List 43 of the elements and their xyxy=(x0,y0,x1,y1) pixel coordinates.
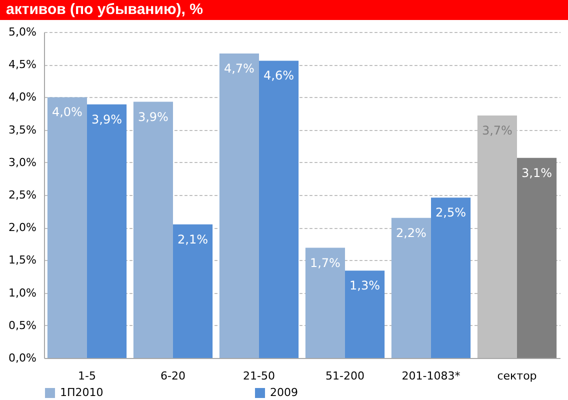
y-tick-label: 3,0% xyxy=(8,156,36,169)
data-label: 2,5% xyxy=(436,206,466,220)
data-label: 2,2% xyxy=(396,226,426,240)
data-label: 4,0% xyxy=(52,105,82,120)
chart-title: активов (по убыванию), % xyxy=(0,0,568,20)
y-tick-label: 1,5% xyxy=(8,254,36,267)
y-tick-label: 4,0% xyxy=(8,90,36,104)
x-tick-label: 51-200 xyxy=(326,370,364,382)
bar xyxy=(87,104,127,358)
x-tick-label: сектор xyxy=(497,370,537,382)
bar xyxy=(219,54,259,358)
data-label: 3,9% xyxy=(138,110,168,124)
data-label: 3,9% xyxy=(92,112,122,126)
data-label: 3,1% xyxy=(522,166,552,180)
bar xyxy=(305,248,345,358)
y-tick-label: 0,0% xyxy=(8,352,36,364)
y-tick-label: 0,5% xyxy=(8,318,36,332)
data-label: 3,7% xyxy=(482,123,512,138)
x-tick-label: 1-5 xyxy=(78,370,96,382)
y-tick-label: 1,0% xyxy=(8,286,36,300)
y-tick-label: 2,0% xyxy=(8,221,36,234)
y-tick-label: 4,5% xyxy=(8,58,36,72)
bar xyxy=(173,224,213,358)
bar xyxy=(345,270,385,358)
bar xyxy=(431,198,471,358)
bar xyxy=(47,97,87,358)
bar xyxy=(133,102,173,358)
x-tick-label: 201-1083* xyxy=(402,370,461,382)
y-tick-label: 2,5% xyxy=(8,188,36,202)
data-label: 4,6% xyxy=(264,68,294,83)
data-label: 4,7% xyxy=(224,62,254,76)
bar xyxy=(517,158,557,358)
data-label: 1,7% xyxy=(310,256,340,270)
legend-label: 2009 xyxy=(270,386,298,399)
data-label: 2,1% xyxy=(178,232,208,246)
y-tick-label: 5,0% xyxy=(8,26,36,38)
bar xyxy=(259,60,299,358)
y-tick-label: 3,5% xyxy=(8,123,36,136)
data-label: 1,3% xyxy=(350,278,380,293)
bar xyxy=(391,218,431,358)
legend-label: 1П2010 xyxy=(60,386,104,399)
x-tick-label: 6-20 xyxy=(160,370,186,382)
x-tick-label: 21-50 xyxy=(243,370,275,382)
